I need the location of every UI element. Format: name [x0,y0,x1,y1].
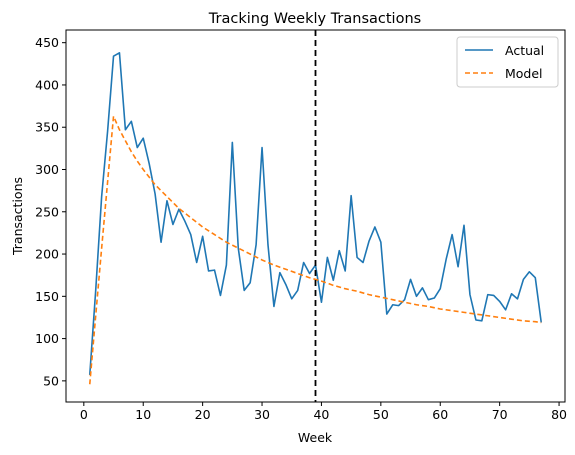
x-tick-label: 50 [373,407,389,422]
x-tick-label: 80 [551,407,567,422]
x-tick-label: 10 [135,407,151,422]
y-tick-label: 250 [35,204,59,219]
axis-ticks: 0 10 20 30 40 50 60 70 80 50 100 150 200 250 300 350 400… [35,35,567,422]
plot-lines [88,30,543,402]
series-line-model [88,115,542,385]
x-tick-label: 0 [80,407,88,422]
x-tick-label: 30 [254,407,270,422]
y-tick-label: 50 [43,373,59,388]
y-tick-label: 400 [35,77,59,92]
x-axis-label: Week [298,430,333,445]
chart-title: Tracking Weekly Transactions [208,11,421,27]
y-tick-label: 150 [35,289,59,304]
y-tick-label: 300 [35,162,59,177]
y-tick-label: 200 [35,247,59,262]
x-tick-label: 70 [492,407,508,422]
y-tick-label: 350 [35,120,59,135]
x-tick-label: 60 [432,407,448,422]
y-tick-label: 450 [35,35,59,50]
x-tick-label: 20 [195,407,211,422]
legend-label-actual: Actual [505,43,544,58]
legend: Actual Model [456,36,559,88]
y-tick-label: 100 [35,331,59,346]
x-tick-label: 40 [313,407,329,422]
plot-frame [65,29,566,403]
y-axis-label: Transactions [10,177,25,256]
legend-label-model: Model [505,66,543,81]
